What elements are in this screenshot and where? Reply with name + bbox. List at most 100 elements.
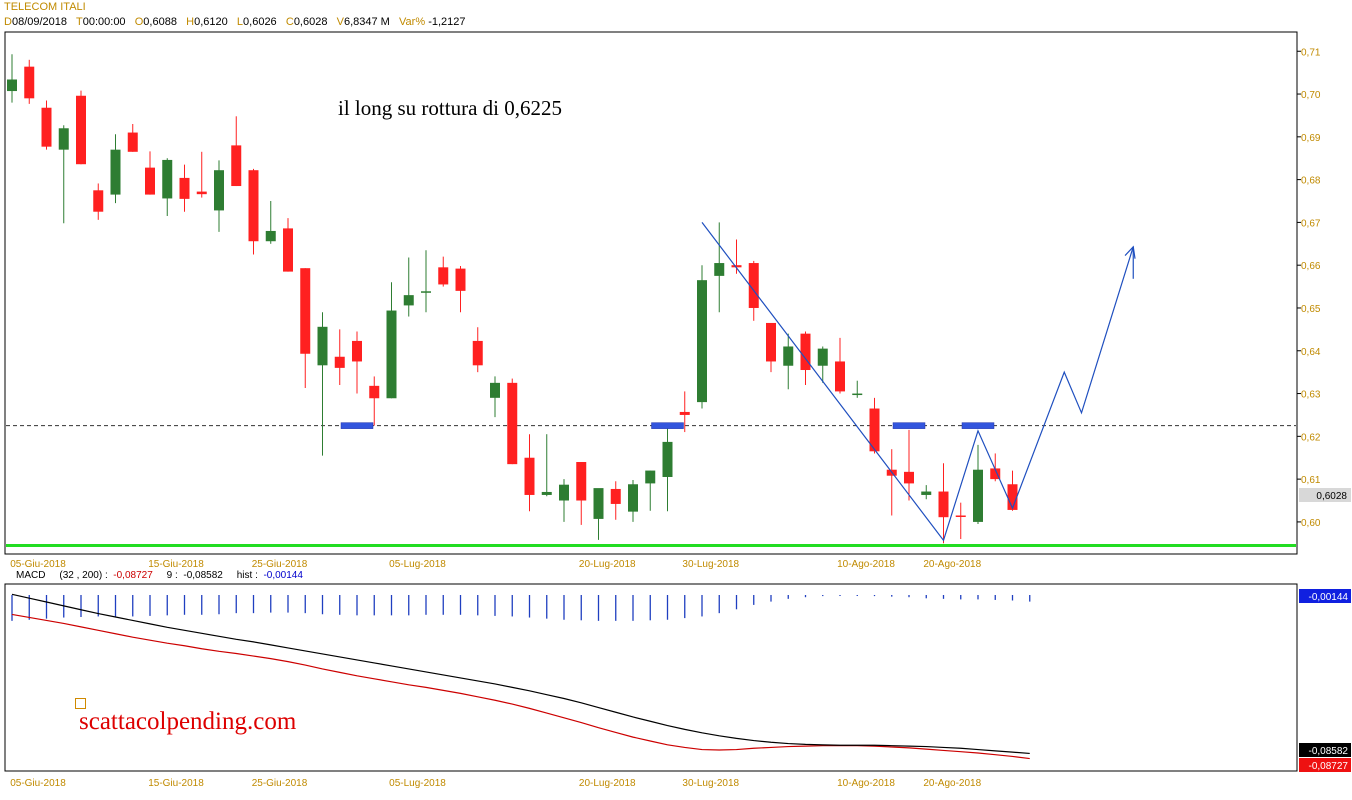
macd-histogram bbox=[11, 595, 1031, 621]
signal-label: 9 : bbox=[166, 570, 178, 581]
x-tick-label: 30-Lug-2018 bbox=[682, 778, 739, 789]
candle-body bbox=[990, 468, 1001, 480]
signal-value: -0,08582 bbox=[183, 570, 223, 581]
hist-label: hist : bbox=[236, 570, 258, 581]
candle-body bbox=[576, 462, 587, 501]
signal-line bbox=[11, 593, 1030, 755]
x-tick-label: 05-Giu-2018 bbox=[10, 559, 66, 570]
y-tick-label: 0,65 bbox=[1301, 304, 1321, 315]
y-tick-label: 0,62 bbox=[1301, 432, 1321, 443]
candle-body bbox=[317, 326, 328, 366]
hist-value: -0,00144 bbox=[263, 570, 303, 581]
t-label: T bbox=[76, 16, 83, 28]
x-tick-label: 10-Ago-2018 bbox=[837, 559, 895, 570]
close-value: 0,6028 bbox=[293, 16, 328, 28]
watermark-text: scattacolpending.com bbox=[79, 708, 297, 735]
breakout-marker bbox=[651, 422, 684, 429]
h-label: H bbox=[186, 16, 195, 28]
macd-legend: MACD (32 , 200) : -0,08727 9 : -0,08582 … bbox=[16, 570, 303, 581]
candles bbox=[7, 54, 1018, 544]
candle-body bbox=[973, 469, 983, 522]
candle-body bbox=[835, 361, 845, 392]
macd-params: (32 , 200) : bbox=[59, 570, 108, 581]
macd-value: -0,08727 bbox=[113, 570, 153, 581]
candle-body bbox=[490, 382, 500, 398]
candle-body bbox=[58, 128, 69, 150]
candle-body bbox=[41, 107, 52, 147]
breakout-marker bbox=[961, 422, 995, 429]
x-tick-label: 20-Ago-2018 bbox=[923, 778, 981, 789]
candle-body bbox=[1007, 484, 1018, 510]
candle-body bbox=[697, 280, 707, 403]
candle-body bbox=[7, 79, 17, 92]
candle-body bbox=[265, 230, 276, 242]
var-value: -1,2127 bbox=[428, 16, 466, 28]
candle-body bbox=[196, 191, 207, 195]
x-tick-label: 25-Giu-2018 bbox=[252, 778, 308, 789]
macd-label: MACD bbox=[16, 570, 46, 581]
candle-body bbox=[748, 263, 759, 308]
candle-body bbox=[731, 265, 742, 268]
x-tick-label: 15-Giu-2018 bbox=[148, 559, 204, 570]
watermark-square bbox=[75, 698, 86, 709]
x-tick-label: 05-Lug-2018 bbox=[389, 778, 446, 789]
low-value: 0,6026 bbox=[243, 16, 277, 28]
candle-body bbox=[110, 149, 121, 195]
var-label: Var% bbox=[399, 16, 426, 28]
candle-body bbox=[472, 340, 483, 366]
chart-annotation: il long su rottura di 0,6225 bbox=[338, 96, 562, 120]
projection-line bbox=[701, 222, 1136, 542]
candle-body bbox=[679, 411, 690, 415]
x-axis-macd: 05-Giu-2018 15-Giu-2018 25-Giu-2018 05-Lug-… bbox=[10, 778, 981, 789]
symbol-title: TELECOM ITALI bbox=[4, 1, 86, 13]
x-axis-price: 05-Giu-2018 15-Giu-2018 25-Giu-2018 05-Lug-… bbox=[10, 559, 981, 570]
price-panel-frame bbox=[4, 31, 1298, 555]
x-tick-label: 20-Ago-2018 bbox=[923, 559, 981, 570]
y-tick-label: 0,69 bbox=[1301, 133, 1321, 144]
ohlc-header: D08/09/2018 T00:00:00 O0,6088 H0,6120 L0… bbox=[4, 16, 466, 28]
candle-body bbox=[369, 385, 380, 399]
projection-polyline bbox=[701, 222, 1134, 542]
candle-body bbox=[593, 488, 604, 519]
candle-body bbox=[645, 470, 656, 484]
breakout-marker bbox=[892, 422, 926, 429]
candle-body bbox=[76, 95, 86, 165]
breakout-markers bbox=[340, 422, 995, 429]
candle-body bbox=[214, 170, 224, 211]
candle-body bbox=[334, 356, 345, 368]
candle-body bbox=[300, 268, 311, 354]
candle-body bbox=[283, 228, 293, 272]
hist-badge: -0,00144 bbox=[1309, 592, 1349, 603]
y-tick-label: 0,68 bbox=[1301, 176, 1321, 187]
candle-body bbox=[541, 491, 552, 495]
candle-body bbox=[145, 167, 155, 195]
time-value: 00:00:00 bbox=[82, 16, 126, 28]
candle-body bbox=[352, 340, 362, 362]
candle-body bbox=[507, 382, 518, 465]
candle-body bbox=[24, 66, 35, 99]
candle-body bbox=[904, 471, 914, 484]
candle-body bbox=[869, 408, 880, 452]
macd-badge: -0,08727 bbox=[1309, 761, 1349, 772]
candle-body bbox=[766, 322, 776, 362]
high-value: 0,6120 bbox=[194, 16, 228, 28]
y-tick-label: 0,70 bbox=[1301, 90, 1321, 101]
candle-body bbox=[162, 159, 173, 199]
signal-badge: -0,08582 bbox=[1309, 746, 1349, 757]
candle-body bbox=[231, 145, 242, 187]
breakout-marker bbox=[340, 422, 374, 429]
c-label: C bbox=[285, 16, 294, 28]
x-tick-label: 20-Lug-2018 bbox=[579, 778, 636, 789]
candle-body bbox=[524, 457, 535, 495]
candle-body bbox=[386, 310, 397, 399]
candle-body bbox=[938, 491, 949, 518]
d-label: D bbox=[4, 16, 12, 28]
date-value: 08/09/2018 bbox=[11, 16, 68, 28]
candle-body bbox=[455, 268, 466, 291]
x-tick-label: 15-Giu-2018 bbox=[148, 778, 204, 789]
y-tick-label: 0,66 bbox=[1301, 261, 1321, 272]
candle-body bbox=[610, 488, 621, 504]
x-tick-label: 05-Lug-2018 bbox=[389, 559, 446, 570]
candle-body bbox=[662, 441, 673, 477]
